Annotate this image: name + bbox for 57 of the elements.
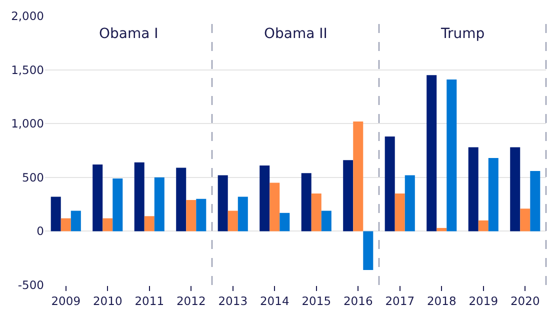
bar	[384, 136, 395, 232]
annotation: Obama II	[264, 26, 328, 42]
bar	[311, 194, 322, 232]
bar	[218, 175, 228, 232]
bar	[260, 166, 270, 232]
x-tick-label: 2017	[385, 294, 415, 308]
x-tick-label: 2009	[51, 294, 81, 308]
bar	[520, 208, 530, 232]
bar	[446, 79, 457, 232]
bar	[60, 218, 71, 232]
bar	[112, 178, 123, 232]
x-tick-label: 2018	[426, 294, 456, 308]
x-tick-label: 2020	[510, 294, 540, 308]
bar	[176, 168, 186, 232]
bar	[280, 212, 290, 232]
y-tick-label: 1,000	[11, 116, 44, 131]
bar	[478, 220, 488, 232]
x-tick-label: 2015	[302, 294, 332, 308]
x-tick-label: 2019	[468, 294, 498, 308]
bar	[92, 164, 103, 232]
bar	[50, 196, 61, 232]
bar	[270, 182, 280, 232]
bar	[238, 196, 248, 232]
bar	[196, 198, 206, 232]
bar	[228, 210, 238, 232]
bar	[488, 158, 498, 232]
x-tick-label: 2011	[134, 294, 164, 308]
bar	[70, 210, 81, 232]
bar	[186, 200, 196, 232]
y-tick-label: 1,500	[11, 62, 44, 77]
bar	[404, 175, 415, 232]
bar	[343, 160, 354, 232]
y-tick-label: -500	[18, 278, 44, 292]
bar	[102, 218, 113, 232]
bar	[144, 216, 154, 232]
x-tick-label: 2010	[92, 294, 122, 308]
bar	[321, 210, 332, 232]
bar	[301, 173, 312, 232]
bar	[363, 231, 374, 270]
annotation: Trump	[440, 26, 485, 42]
bar	[510, 147, 520, 232]
x-tick-label: 2014	[260, 294, 290, 308]
y-tick-label: 2,000	[11, 9, 44, 24]
annotation: Obama I	[99, 26, 158, 42]
x-tick-label: 2013	[218, 294, 248, 308]
bar	[394, 194, 405, 232]
y-tick-label: 500	[22, 170, 44, 184]
bar	[426, 75, 437, 232]
x-tick-label: 2012	[176, 294, 206, 308]
bar	[154, 177, 164, 232]
bar	[134, 162, 144, 232]
bar	[468, 147, 478, 232]
bar	[353, 121, 364, 232]
x-tick-label: 2016	[343, 294, 373, 308]
bar	[436, 228, 447, 232]
y-tick-label: 0	[36, 224, 44, 238]
bar	[530, 170, 540, 232]
